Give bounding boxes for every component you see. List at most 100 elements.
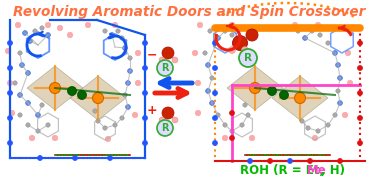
- Circle shape: [212, 115, 217, 120]
- Circle shape: [212, 66, 217, 70]
- Circle shape: [212, 141, 217, 145]
- Circle shape: [223, 123, 227, 127]
- Polygon shape: [27, 66, 83, 110]
- Circle shape: [210, 76, 214, 80]
- Text: R: R: [161, 123, 169, 133]
- Circle shape: [26, 71, 30, 75]
- Circle shape: [162, 107, 174, 119]
- Circle shape: [316, 129, 320, 133]
- Circle shape: [132, 112, 138, 118]
- Circle shape: [127, 68, 133, 74]
- Circle shape: [208, 29, 212, 33]
- Circle shape: [336, 89, 340, 93]
- Circle shape: [310, 29, 314, 33]
- Circle shape: [8, 66, 12, 70]
- Circle shape: [288, 158, 293, 163]
- Circle shape: [209, 100, 214, 106]
- Circle shape: [195, 80, 201, 86]
- Circle shape: [206, 63, 210, 67]
- Circle shape: [239, 49, 257, 67]
- Circle shape: [306, 126, 310, 130]
- Circle shape: [358, 66, 363, 70]
- Circle shape: [26, 101, 30, 105]
- Circle shape: [18, 93, 22, 97]
- Circle shape: [338, 101, 342, 105]
- Circle shape: [20, 63, 24, 67]
- Circle shape: [229, 22, 235, 28]
- Circle shape: [206, 89, 211, 94]
- Circle shape: [28, 38, 33, 44]
- Circle shape: [358, 141, 363, 145]
- Circle shape: [326, 41, 330, 45]
- Circle shape: [232, 36, 248, 51]
- Circle shape: [15, 22, 21, 28]
- Text: +: +: [147, 104, 157, 117]
- Circle shape: [195, 110, 201, 116]
- Circle shape: [135, 80, 141, 86]
- Circle shape: [212, 91, 217, 96]
- Circle shape: [294, 92, 305, 104]
- Circle shape: [50, 83, 60, 94]
- Circle shape: [143, 141, 147, 145]
- Circle shape: [249, 135, 255, 141]
- Circle shape: [143, 91, 147, 96]
- Circle shape: [358, 40, 363, 46]
- Text: −: −: [147, 48, 157, 61]
- Circle shape: [296, 29, 300, 33]
- Circle shape: [248, 158, 253, 163]
- Text: R: R: [244, 53, 252, 63]
- Circle shape: [73, 156, 77, 160]
- Text: R: R: [161, 63, 169, 73]
- Circle shape: [338, 76, 342, 81]
- Circle shape: [23, 31, 27, 35]
- Circle shape: [230, 129, 234, 133]
- Circle shape: [135, 50, 141, 56]
- Circle shape: [203, 51, 207, 55]
- Circle shape: [37, 156, 42, 160]
- Circle shape: [8, 115, 12, 120]
- Circle shape: [123, 93, 127, 97]
- Circle shape: [17, 92, 23, 98]
- Circle shape: [8, 141, 12, 145]
- Circle shape: [333, 113, 337, 117]
- Circle shape: [29, 135, 35, 141]
- Text: Me: Me: [307, 165, 327, 178]
- Circle shape: [347, 80, 353, 86]
- Circle shape: [333, 51, 337, 55]
- Circle shape: [112, 22, 118, 28]
- Circle shape: [172, 57, 178, 63]
- Circle shape: [93, 92, 104, 104]
- Circle shape: [358, 115, 363, 120]
- Circle shape: [307, 158, 313, 163]
- Circle shape: [269, 25, 275, 31]
- Circle shape: [216, 36, 220, 40]
- Circle shape: [300, 119, 304, 123]
- Circle shape: [172, 117, 178, 123]
- Circle shape: [125, 81, 130, 85]
- Circle shape: [243, 103, 247, 107]
- Circle shape: [157, 60, 173, 76]
- Circle shape: [85, 22, 91, 28]
- Circle shape: [93, 109, 97, 113]
- Circle shape: [116, 29, 120, 33]
- Circle shape: [302, 36, 307, 40]
- Circle shape: [110, 33, 114, 37]
- Circle shape: [212, 40, 217, 46]
- Circle shape: [228, 46, 235, 53]
- Circle shape: [230, 33, 234, 37]
- Circle shape: [23, 31, 28, 36]
- Circle shape: [120, 36, 124, 40]
- Circle shape: [107, 156, 113, 160]
- Circle shape: [242, 46, 248, 53]
- Circle shape: [240, 123, 244, 127]
- Circle shape: [68, 87, 76, 96]
- Circle shape: [26, 123, 30, 127]
- Circle shape: [52, 135, 58, 141]
- Circle shape: [315, 22, 321, 28]
- Circle shape: [123, 46, 127, 50]
- Circle shape: [46, 33, 50, 37]
- Circle shape: [229, 111, 234, 115]
- Text: ROH (R = Et,: ROH (R = Et,: [240, 165, 328, 178]
- Text: , H): , H): [321, 165, 345, 178]
- Circle shape: [210, 101, 214, 105]
